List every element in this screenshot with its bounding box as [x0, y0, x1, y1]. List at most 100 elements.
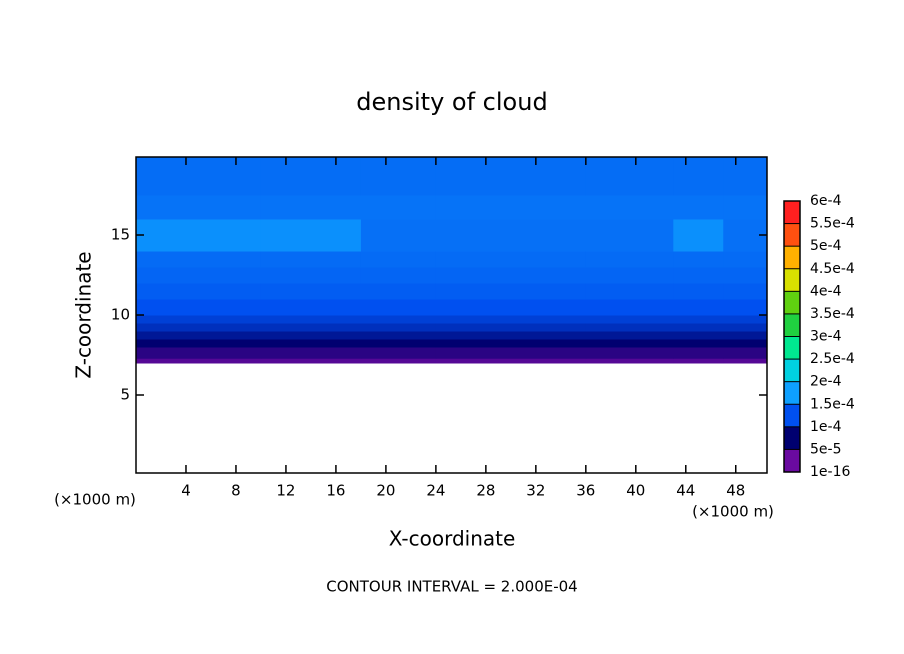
- contour-cell: [723, 267, 768, 284]
- contour-cell: [673, 331, 724, 340]
- contour-cell: [260, 315, 362, 324]
- contour-cell: [435, 267, 587, 284]
- contour-cell: [260, 157, 362, 196]
- x-tick-label: 8: [231, 482, 241, 500]
- x-tick-label: 32: [526, 482, 545, 500]
- contour-cell: [673, 157, 724, 196]
- colorbar-frame: [783, 200, 801, 473]
- contour-cell: [260, 195, 362, 220]
- contour-cell: [136, 267, 262, 284]
- y-unit: (×1000 m): [54, 491, 136, 509]
- contour-cell: [723, 157, 768, 196]
- x-tick-label: 20: [376, 482, 395, 500]
- x-unit: (×1000 m): [692, 503, 774, 521]
- contour-cell: [360, 339, 437, 348]
- contour-cell: [360, 299, 437, 316]
- contour-cell: [260, 283, 362, 300]
- contour-cell: [585, 299, 674, 316]
- contour-cell: [585, 331, 674, 340]
- x-tick-label: 12: [276, 482, 295, 500]
- contour-cell: [136, 339, 262, 348]
- contour-cell: [585, 267, 674, 284]
- contour-cell: [585, 315, 674, 324]
- colorbar-band: [784, 291, 800, 314]
- contour-cell: [673, 267, 724, 284]
- contour-cell: [435, 157, 587, 196]
- contour-cell: [260, 299, 362, 316]
- contour-cell: [360, 251, 437, 268]
- contour-cell: [136, 283, 262, 300]
- colorbar-band: [784, 359, 800, 382]
- contour-cell: [723, 315, 768, 324]
- colorbar-label: 5.5e-4: [810, 216, 855, 232]
- contour-cell: [673, 323, 724, 332]
- contour-cell: [360, 358, 437, 364]
- contour-cell: [136, 157, 262, 196]
- colorbar-band: [784, 336, 800, 360]
- contour-cell: [435, 347, 587, 359]
- contour-cell: [136, 219, 262, 252]
- contour-cell: [136, 358, 262, 364]
- contour-cell: [360, 195, 437, 220]
- colorbar-band: [784, 449, 800, 472]
- x-tick-label: 48: [726, 482, 745, 500]
- contour-cell: [136, 315, 262, 324]
- contour-cell: [136, 299, 262, 316]
- annotation: CONTOUR INTERVAL = 2.000E-04: [326, 578, 577, 596]
- contour-cell: [260, 323, 362, 332]
- contour-cell: [435, 195, 587, 220]
- colorbar-label: 5e-5: [810, 441, 841, 457]
- contour-cell: [723, 251, 768, 268]
- contour-cell: [723, 283, 768, 300]
- contour-cell: [360, 315, 437, 324]
- colorbar-label: 6e-4: [810, 193, 842, 209]
- colorbar-label: 5e-4: [810, 238, 842, 254]
- contour-cell: [136, 251, 262, 268]
- contour-cell: [260, 267, 362, 284]
- colorbar-label: 1e-16: [810, 464, 850, 480]
- contour-cell: [723, 195, 768, 220]
- contour-cell: [435, 283, 587, 300]
- x-axis-label: X-coordinate: [389, 527, 516, 551]
- contour-cell: [360, 267, 437, 284]
- contour-cell: [435, 251, 587, 268]
- contour-cell: [360, 323, 437, 332]
- colorbar-label: 1e-4: [810, 419, 842, 435]
- colorbar-band: [784, 381, 800, 405]
- contour-cell: [723, 339, 768, 348]
- colorbar-band: [784, 313, 800, 337]
- x-tick-label: 24: [426, 482, 445, 500]
- colorbar-label: 3e-4: [810, 329, 842, 345]
- contour-cell: [585, 219, 674, 252]
- contour-cell: [585, 283, 674, 300]
- contour-cell: [585, 157, 674, 196]
- contour-cell: [723, 331, 768, 340]
- contour-cell: [360, 347, 437, 359]
- contour-cell: [136, 195, 262, 220]
- contour-cell: [585, 339, 674, 348]
- colorbar-band: [784, 246, 800, 269]
- x-tick-label: 36: [576, 482, 595, 500]
- colorbar-band: [784, 404, 800, 427]
- contour-cell: [360, 283, 437, 300]
- contour-cell: [673, 315, 724, 324]
- x-tick-label: 28: [476, 482, 495, 500]
- contour-cell: [723, 347, 768, 359]
- contour-cell: [585, 347, 674, 359]
- colorbar-band: [784, 268, 800, 292]
- contour-cell: [673, 299, 724, 316]
- contour-cell: [723, 299, 768, 316]
- contour-cell: [585, 251, 674, 268]
- contour-cell: [673, 251, 724, 268]
- y-tick-label: 5: [120, 386, 130, 404]
- contour-cell: [673, 339, 724, 348]
- contour-cell: [360, 331, 437, 340]
- contour-cell: [723, 358, 768, 364]
- contour-cell: [435, 358, 587, 364]
- colorbar-label: 1.5e-4: [810, 396, 855, 412]
- chart-title: density of cloud: [356, 88, 547, 116]
- colorbar-label: 2e-4: [810, 374, 842, 390]
- contour-cell: [136, 323, 262, 332]
- contour-cell: [435, 219, 587, 252]
